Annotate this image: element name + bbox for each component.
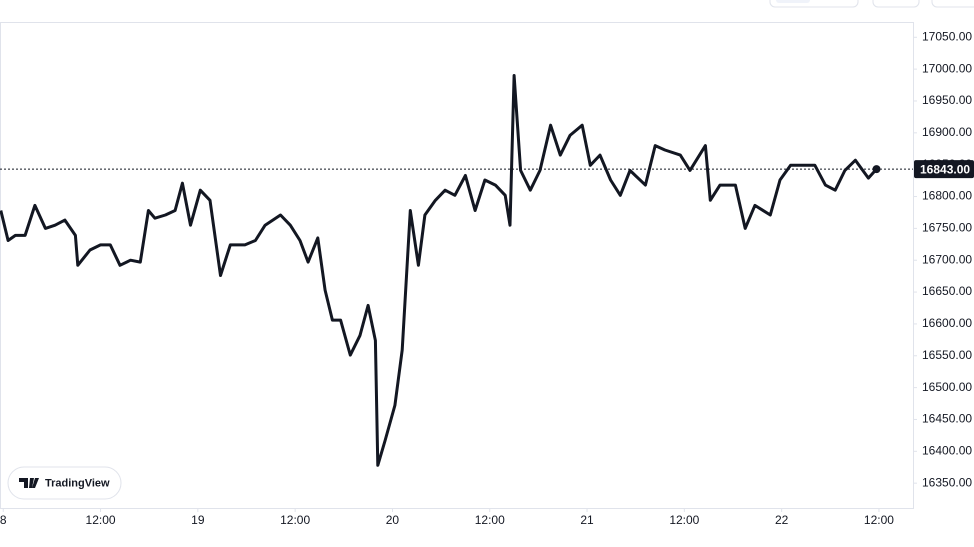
y-tick-label: 17000.00 [922, 61, 972, 75]
y-tick-label: 16600.00 [922, 316, 972, 330]
y-tick-label: 16450.00 [922, 412, 972, 426]
logo-icon [19, 478, 39, 488]
y-tick-label: 16700.00 [922, 252, 972, 266]
y-tick-label: 16800.00 [922, 189, 972, 203]
logo-badge[interactable] [7, 466, 122, 500]
toolbar-toggle[interactable] [776, 0, 810, 3]
x-tick-label: 20 [386, 513, 400, 527]
watermark[interactable]: TradingView [7, 466, 122, 500]
plot-border [0, 22, 914, 509]
x-tick-label: 12:00 [864, 513, 894, 527]
y-tick-label: 16900.00 [922, 125, 972, 139]
toolbar-button[interactable] [931, 0, 974, 8]
x-tick-label: 12:00 [669, 513, 699, 527]
y-tick-label: 16650.00 [922, 284, 972, 298]
price-label-box [914, 160, 974, 179]
x-tick-label: 8 [0, 513, 7, 527]
x-tick-label: 12:00 [475, 513, 505, 527]
logo-text: TradingView [45, 477, 110, 489]
y-tick-label: 16750.00 [922, 221, 972, 235]
y-tick-label: 16550.00 [922, 348, 972, 362]
y-tick-label: 16400.00 [922, 443, 972, 457]
x-tick-label: 12:00 [280, 513, 310, 527]
x-tick-label: 12:00 [86, 513, 116, 527]
x-tick-label: 19 [191, 513, 205, 527]
toolbar-button[interactable] [872, 0, 920, 8]
price-line-series [0, 74, 878, 467]
x-tick-label: 21 [580, 513, 594, 527]
y-tick-label: 16350.00 [922, 475, 972, 489]
price-label: 16843.00 [920, 162, 970, 176]
last-point [872, 165, 881, 174]
x-tick-label: 22 [775, 513, 789, 527]
y-tick-label: 16500.00 [922, 380, 972, 394]
y-tick-label: 16950.00 [922, 93, 972, 107]
y-tick-label: 17050.00 [922, 29, 972, 43]
